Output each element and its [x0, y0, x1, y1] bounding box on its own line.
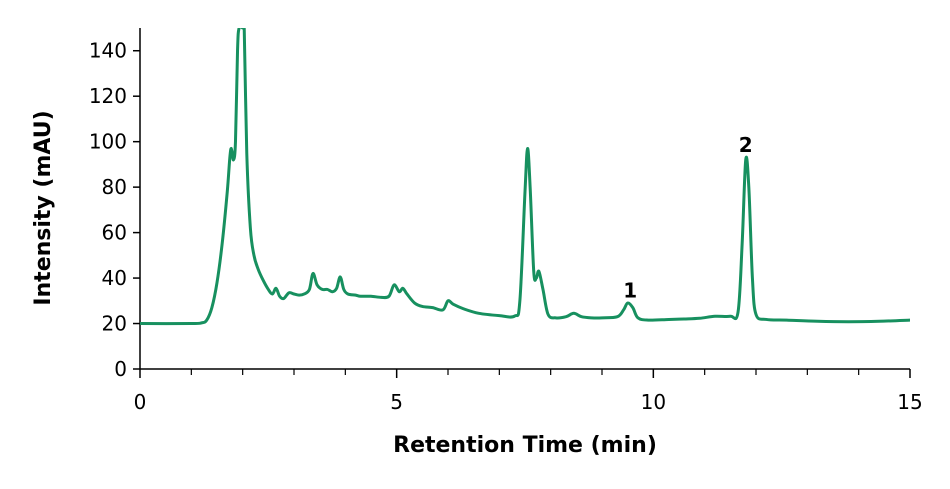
peak-label-1: 1 — [623, 278, 637, 302]
x-axis-title: Retention Time (min) — [393, 433, 657, 458]
axes — [133, 28, 911, 378]
chromatogram-series-line — [140, 28, 910, 326]
y-tick-label: 80 — [102, 175, 127, 199]
x-tick-label: 15 — [897, 390, 922, 414]
peak-label-2: 2 — [739, 133, 753, 157]
x-tick-label: 10 — [641, 390, 666, 414]
y-tick-label: 120 — [89, 84, 127, 108]
peak-annotations: 12 — [623, 133, 752, 302]
x-tick-label: 0 — [134, 390, 147, 414]
y-tick-label: 20 — [102, 312, 127, 336]
tick-labels: 0 20 40 60 80 100 120 140 0 5 10 15 — [89, 39, 923, 414]
y-tick-label: 140 — [89, 39, 127, 63]
y-tick-label: 0 — [114, 357, 127, 381]
x-tick-label: 5 — [390, 390, 403, 414]
y-tick-label: 100 — [89, 130, 127, 154]
y-tick-label: 40 — [102, 266, 127, 290]
y-tick-label: 60 — [102, 221, 127, 245]
series-layer — [140, 28, 910, 326]
y-axis-title: Intensity (mAU) — [31, 110, 56, 305]
